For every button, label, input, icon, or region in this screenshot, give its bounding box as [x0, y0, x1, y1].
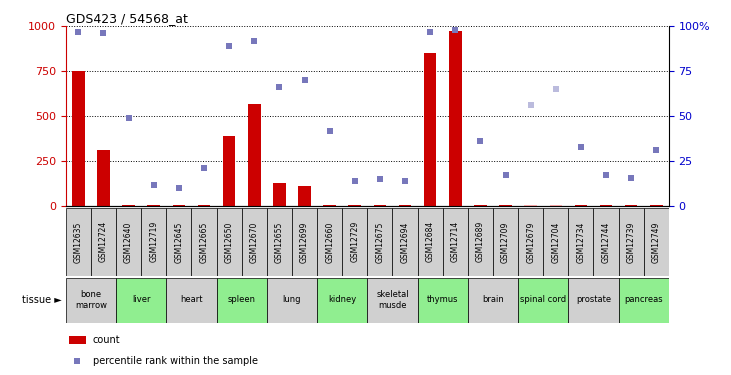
Text: GSM12670: GSM12670 [250, 221, 259, 262]
Text: GSM12679: GSM12679 [526, 221, 535, 262]
Bar [167, 208, 192, 276]
Text: spinal cord: spinal cord [520, 296, 567, 304]
Text: GDS423 / 54568_at: GDS423 / 54568_at [66, 12, 188, 25]
Bar [97, 150, 110, 206]
Bar [273, 183, 286, 206]
Text: GSM12665: GSM12665 [200, 221, 208, 262]
Bar [468, 208, 493, 276]
Bar [594, 208, 618, 276]
Bar [66, 278, 116, 322]
Text: GSM12729: GSM12729 [350, 221, 359, 262]
Text: GSM12739: GSM12739 [626, 221, 636, 262]
Bar [69, 336, 86, 344]
Text: GSM12699: GSM12699 [300, 221, 309, 262]
Text: GSM12709: GSM12709 [501, 221, 510, 262]
Text: GSM12734: GSM12734 [577, 221, 586, 262]
Text: GSM12714: GSM12714 [451, 221, 460, 262]
Bar [449, 31, 461, 206]
Bar [116, 278, 167, 322]
Text: count: count [93, 335, 121, 345]
Bar [292, 208, 317, 276]
Text: brain: brain [482, 296, 504, 304]
Text: percentile rank within the sample: percentile rank within the sample [93, 356, 258, 366]
Text: GSM12744: GSM12744 [602, 221, 610, 262]
Bar [192, 208, 216, 276]
Bar [569, 208, 594, 276]
Bar [342, 208, 368, 276]
Bar [91, 208, 116, 276]
Text: GSM12655: GSM12655 [275, 221, 284, 262]
Text: heart: heart [180, 296, 202, 304]
Bar [298, 186, 311, 206]
Bar [367, 278, 417, 322]
Text: GSM12645: GSM12645 [175, 221, 183, 262]
Bar [216, 208, 242, 276]
Text: GSM12724: GSM12724 [99, 221, 108, 262]
Bar [267, 278, 317, 322]
Bar [116, 208, 141, 276]
Bar [443, 208, 468, 276]
Text: GSM12684: GSM12684 [425, 221, 435, 262]
Text: pancreas: pancreas [624, 296, 663, 304]
Bar [543, 208, 569, 276]
Text: skeletal
musde: skeletal musde [376, 290, 409, 310]
Bar [618, 278, 669, 322]
Text: GSM12675: GSM12675 [376, 221, 385, 262]
Bar [72, 71, 85, 206]
Bar [367, 208, 393, 276]
Text: kidney: kidney [328, 296, 356, 304]
Text: liver: liver [132, 296, 151, 304]
Text: lung: lung [283, 296, 301, 304]
Bar [216, 278, 267, 322]
Bar [493, 208, 518, 276]
Text: GSM12749: GSM12749 [652, 221, 661, 262]
Bar [141, 208, 167, 276]
Bar [518, 208, 543, 276]
Text: spleen: spleen [227, 296, 256, 304]
Text: tissue ►: tissue ► [23, 295, 62, 305]
Bar [569, 278, 618, 322]
Bar [468, 278, 518, 322]
Text: GSM12650: GSM12650 [224, 221, 234, 262]
Text: GSM12635: GSM12635 [74, 221, 83, 262]
Bar [317, 278, 367, 322]
Bar [248, 104, 260, 206]
Bar [267, 208, 292, 276]
Bar [242, 208, 267, 276]
Bar [518, 278, 569, 322]
Text: GSM12719: GSM12719 [149, 221, 158, 262]
Bar [317, 208, 342, 276]
Bar [223, 136, 235, 206]
Text: prostate: prostate [576, 296, 611, 304]
Text: GSM12704: GSM12704 [551, 221, 560, 262]
Bar [618, 208, 644, 276]
Text: bone
marrow: bone marrow [75, 290, 107, 310]
Bar [167, 278, 216, 322]
Bar [424, 53, 436, 206]
Bar [66, 208, 91, 276]
Bar [644, 208, 669, 276]
Text: GSM12689: GSM12689 [476, 221, 485, 262]
Text: GSM12694: GSM12694 [401, 221, 409, 262]
Bar [393, 208, 417, 276]
Text: GSM12660: GSM12660 [325, 221, 334, 262]
Text: thymus: thymus [427, 296, 458, 304]
Bar [417, 278, 468, 322]
Text: GSM12640: GSM12640 [124, 221, 133, 262]
Bar [417, 208, 443, 276]
